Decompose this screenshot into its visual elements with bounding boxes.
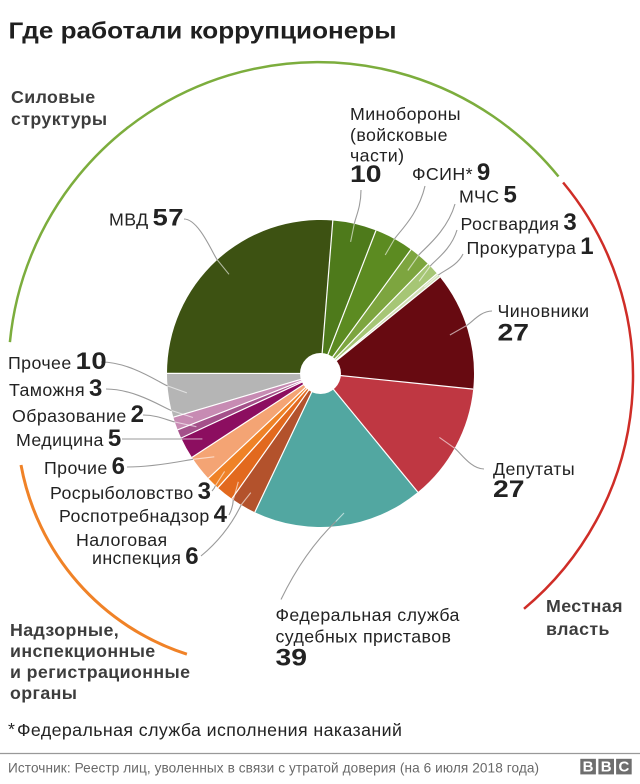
svg-text:B: B: [601, 758, 612, 775]
svg-text:органы: органы: [10, 683, 77, 703]
svg-text:Медицина 5: Медицина 5: [16, 425, 122, 452]
svg-text:Где работали коррупционеры: Где работали коррупционеры: [9, 18, 397, 44]
svg-text:Прочее 10: Прочее 10: [8, 348, 107, 375]
svg-text:Образование 2: Образование 2: [12, 401, 144, 428]
svg-text:Роспотребнадзор 4: Роспотребнадзор 4: [59, 501, 228, 528]
svg-text:судебных приставов: судебных приставов: [276, 627, 452, 647]
svg-text:инспекция 6: инспекция 6: [92, 543, 199, 570]
svg-text:39: 39: [276, 645, 308, 672]
svg-text:Росгвардия 3: Росгвардия 3: [461, 209, 578, 236]
svg-text:Федеральная служба исполнения: Федеральная служба исполнения наказаний: [17, 720, 402, 740]
svg-text:Росрыболовство 3: Росрыболовство 3: [50, 478, 211, 505]
svg-text:Надзорные,: Надзорные,: [10, 620, 119, 640]
svg-text:Депутаты: Депутаты: [493, 459, 575, 479]
svg-text:27: 27: [493, 476, 525, 503]
svg-text:структуры: структуры: [11, 109, 107, 129]
svg-text:и регистрационные: и регистрационные: [10, 662, 190, 682]
svg-text:Прочие 6: Прочие 6: [44, 453, 125, 480]
svg-text:Прокуратура 1: Прокуратура 1: [467, 233, 595, 260]
svg-text:Силовые: Силовые: [11, 87, 96, 107]
svg-text:Минобороны: Минобороны: [350, 104, 461, 124]
svg-text:МЧС 5: МЧС 5: [459, 182, 517, 209]
svg-text:Федеральная служба: Федеральная служба: [276, 605, 460, 625]
svg-text:ФСИН* 9: ФСИН* 9: [412, 159, 491, 186]
svg-text:инспекционные: инспекционные: [10, 641, 156, 661]
svg-text:B: B: [583, 758, 594, 775]
svg-text:МВД 57: МВД 57: [109, 205, 184, 232]
svg-text:Чиновники: Чиновники: [498, 301, 590, 321]
svg-text:C: C: [618, 758, 629, 775]
svg-text:власть: власть: [546, 619, 610, 639]
svg-text:Источник: Реестр лиц, уволенны: Источник: Реестр лиц, уволенных в связи …: [8, 761, 539, 776]
svg-text:Таможня 3: Таможня 3: [9, 375, 103, 402]
svg-text:Местная: Местная: [546, 596, 623, 616]
svg-text:*: *: [8, 719, 15, 739]
svg-text:части): части): [350, 146, 404, 166]
svg-text:10: 10: [350, 161, 382, 188]
svg-text:27: 27: [498, 320, 530, 347]
svg-text:Налоговая: Налоговая: [76, 530, 168, 550]
svg-text:(войсковые: (войсковые: [350, 125, 448, 145]
